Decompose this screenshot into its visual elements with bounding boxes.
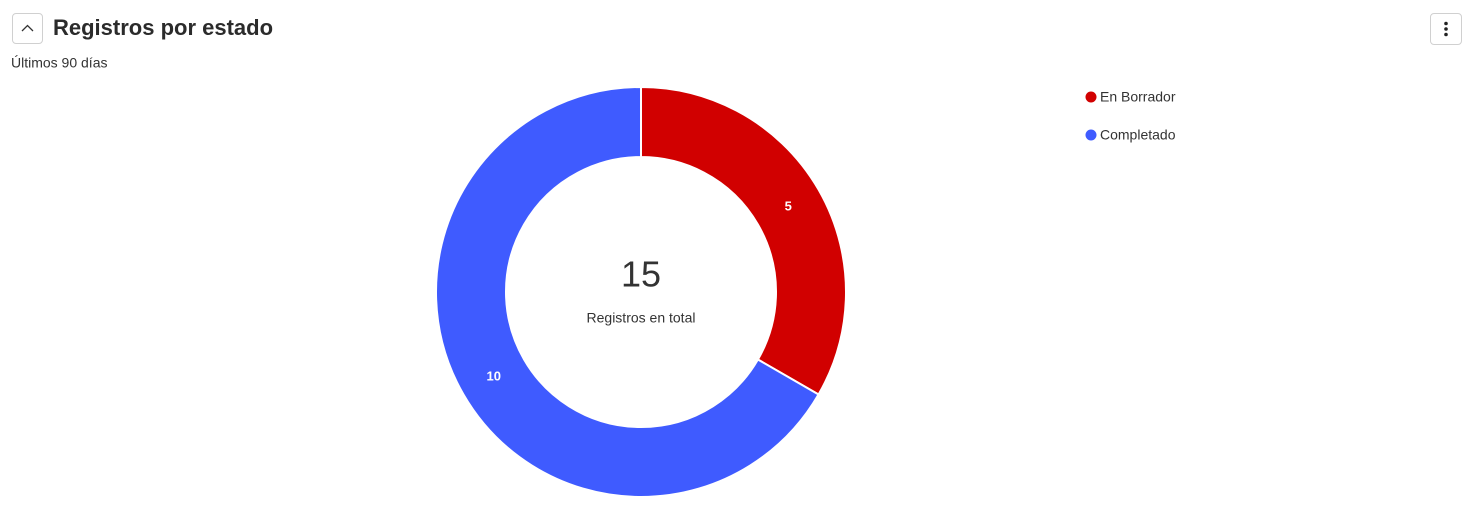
center-total: 15 xyxy=(621,254,661,295)
donut-slice xyxy=(435,85,820,498)
menu-button[interactable] xyxy=(1430,13,1462,45)
legend-marker xyxy=(1085,129,1097,141)
legend-label: En Borrador xyxy=(1100,89,1176,105)
value-label: 10 xyxy=(487,368,501,383)
center-label: Registros en total xyxy=(587,310,696,326)
collapse-button[interactable] xyxy=(12,13,43,44)
chart-title: Registros por estado xyxy=(53,15,273,40)
legend-marker xyxy=(1085,91,1097,103)
kebab-icon xyxy=(1444,21,1448,37)
chevron-icon xyxy=(21,24,34,32)
legend-label: Completado xyxy=(1100,127,1176,143)
donut-slice xyxy=(640,85,847,396)
value-label: 5 xyxy=(785,198,792,213)
chart-subtitle: Últimos 90 días xyxy=(11,55,107,71)
